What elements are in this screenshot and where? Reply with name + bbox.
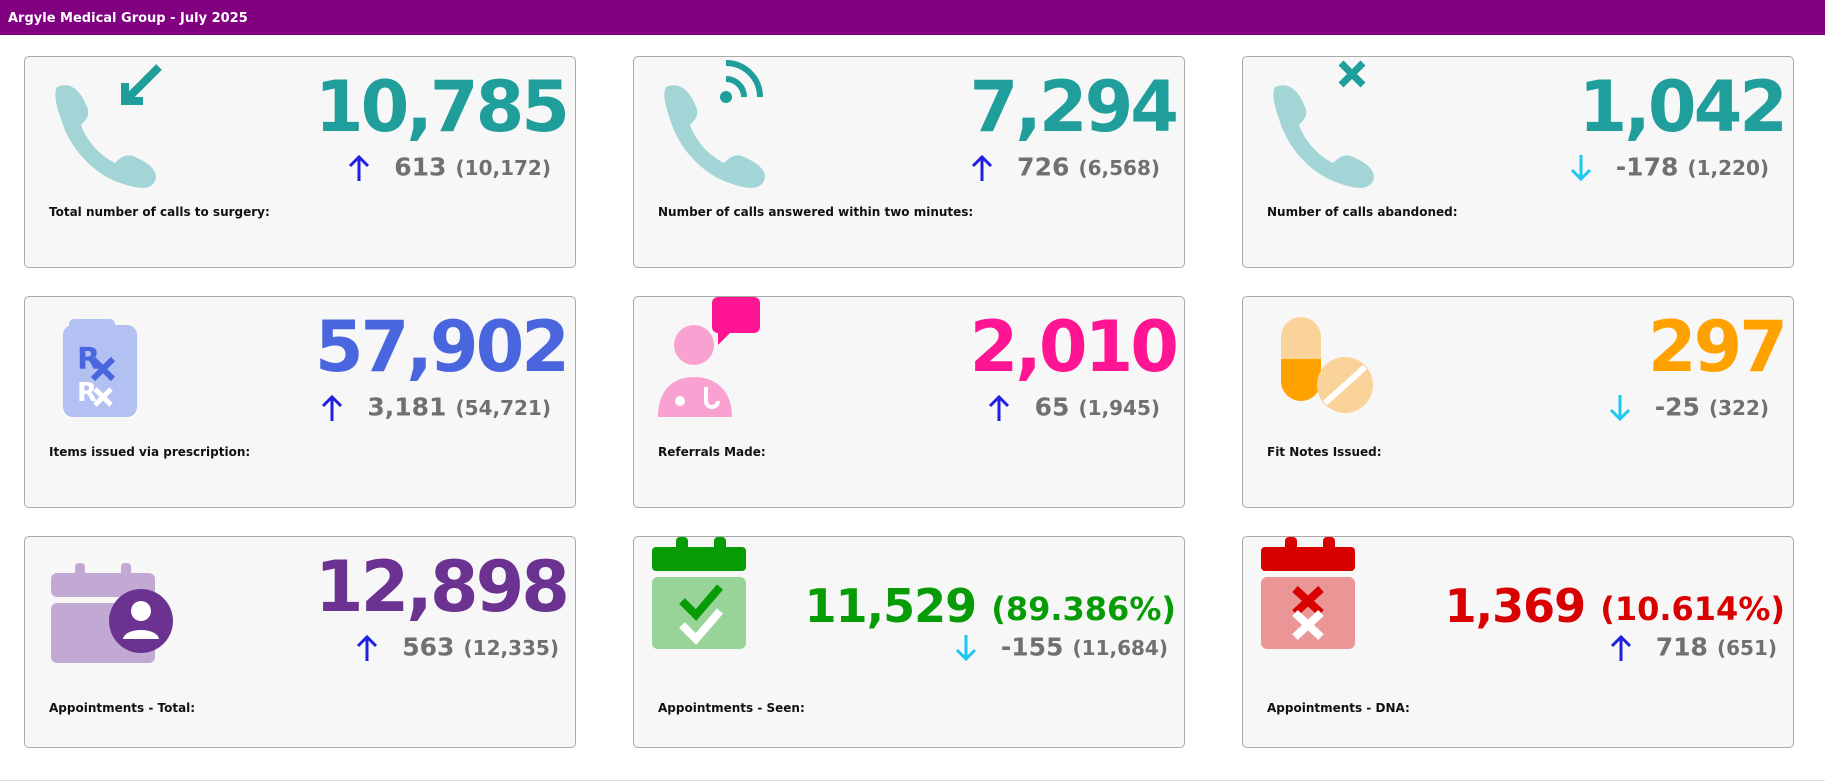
kpi-value: 1,369 (10.614%)	[1445, 561, 1785, 654]
kpi-label: Appointments - Seen:	[658, 701, 805, 715]
kpi-delta: 718	[1655, 632, 1708, 662]
kpi-previous: (10,172)	[455, 155, 551, 180]
kpi-card-calls-abandoned: 1,042 -178 (1,220) Number of calls aband…	[1242, 56, 1794, 268]
kpi-delta: -25	[1654, 392, 1700, 422]
kpi-previous: (12,335)	[463, 635, 559, 660]
kpi-card-appointments-dna: 1,369 (10.614%) 718 (651) Appointments -…	[1242, 536, 1794, 748]
kpi-label: Appointments - DNA:	[1267, 701, 1410, 715]
kpi-delta: -155	[1000, 632, 1064, 662]
kpi-value: 297	[1647, 306, 1788, 388]
kpi-change: 726 (6,568)	[970, 147, 1160, 187]
page-bottom-divider	[0, 780, 1825, 781]
kpi-change: 613 (10,172)	[347, 147, 551, 187]
arrow-down-icon	[1570, 154, 1591, 181]
kpi-value: 2,010	[969, 306, 1179, 388]
arrow-up-icon	[357, 634, 378, 661]
kpi-previous: (1,945)	[1078, 395, 1160, 420]
kpi-label: Total number of calls to surgery:	[49, 205, 270, 219]
kpi-delta: 563	[402, 632, 455, 662]
kpi-value-number: 11,529	[804, 579, 978, 633]
kpi-card-calls-answered: 7,294 726 (6,568) Number of calls answer…	[633, 56, 1185, 268]
kpi-value-number: 1,369	[1444, 579, 1587, 633]
incoming-call-icon	[55, 64, 162, 188]
kpi-delta: 613	[394, 152, 447, 182]
arrow-down-icon	[1609, 394, 1630, 421]
kpi-previous: (6,568)	[1078, 155, 1160, 180]
kpi-previous: (54,721)	[455, 395, 551, 420]
arrow-up-icon	[1610, 634, 1631, 661]
kpi-change: -25 (322)	[1608, 387, 1769, 427]
kpi-value: 1,042	[1578, 66, 1788, 148]
kpi-previous: (322)	[1708, 395, 1769, 420]
kpi-value: 57,902	[314, 306, 570, 388]
kpi-value: 7,294	[969, 66, 1179, 148]
arrow-up-icon	[349, 154, 370, 181]
kpi-value: 10,785	[314, 66, 570, 148]
kpi-value: 12,898	[314, 542, 570, 632]
kpi-change: -155 (11,684)	[954, 627, 1168, 667]
kpi-card-fit-notes: 297 -25 (322) Fit Notes Issued:	[1242, 296, 1794, 508]
kpi-previous: (11,684)	[1072, 635, 1168, 660]
kpi-label: Items issued via prescription:	[49, 445, 251, 459]
kpi-change: 718 (651)	[1609, 627, 1777, 667]
kpi-label: Number of calls answered within two minu…	[658, 205, 974, 219]
arrow-up-icon	[322, 394, 343, 421]
phone-signal-icon	[664, 60, 765, 188]
kpi-card-appointments-seen: 11,529 (89.386%) -155 (11,684) Appointme…	[633, 536, 1185, 748]
calendar-check-icon	[652, 537, 746, 649]
calendar-user-icon	[51, 563, 173, 663]
kpi-card-prescriptions: R R 57,902 3,181 (54,721) Items issued v…	[24, 296, 576, 508]
kpi-change: 65 (1,945)	[987, 387, 1160, 427]
kpi-delta: -178	[1615, 152, 1679, 182]
dashboard-title: Argyle Medical Group - July 2025	[8, 11, 248, 26]
kpi-delta: 65	[1034, 392, 1070, 422]
prescription-icon: R R	[63, 319, 137, 417]
missed-call-icon	[1273, 60, 1374, 188]
kpi-change: -178 (1,220)	[1569, 147, 1769, 187]
calendar-cross-icon	[1261, 537, 1355, 649]
kpi-value: 11,529 (89.386%)	[805, 561, 1176, 654]
kpi-delta: 3,181	[367, 392, 447, 422]
arrow-up-icon	[972, 154, 993, 181]
kpi-delta: 726	[1017, 152, 1070, 182]
kpi-label: Fit Notes Issued:	[1267, 445, 1382, 459]
arrow-up-icon	[989, 394, 1010, 421]
arrow-down-icon	[955, 634, 976, 661]
kpi-label: Appointments - Total:	[49, 701, 196, 715]
kpi-value-number: 12,898	[314, 546, 570, 628]
kpi-value-percent: (10.614%)	[1600, 590, 1785, 628]
kpi-label: Number of calls abandoned:	[1267, 205, 1458, 219]
svg-text:R: R	[77, 378, 97, 408]
kpi-value-percent: (89.386%)	[991, 590, 1176, 628]
pills-icon	[1281, 317, 1373, 413]
svg-text:R: R	[77, 342, 100, 377]
kpi-change: 3,181 (54,721)	[320, 387, 551, 427]
kpi-previous: (651)	[1716, 635, 1777, 660]
kpi-card-total-calls: 10,785 613 (10,172) Total number of call…	[24, 56, 576, 268]
doctor-chat-icon	[658, 297, 760, 417]
kpi-change: 563 (12,335)	[355, 627, 559, 667]
kpi-previous: (1,220)	[1687, 155, 1769, 180]
kpi-label: Referrals Made:	[658, 445, 766, 459]
kpi-card-referrals: 2,010 65 (1,945) Referrals Made:	[633, 296, 1185, 508]
kpi-card-appointments-total: 12,898 563 (12,335) Appointments - Total…	[24, 536, 576, 748]
dashboard-title-bar: Argyle Medical Group - July 2025	[0, 0, 1825, 35]
